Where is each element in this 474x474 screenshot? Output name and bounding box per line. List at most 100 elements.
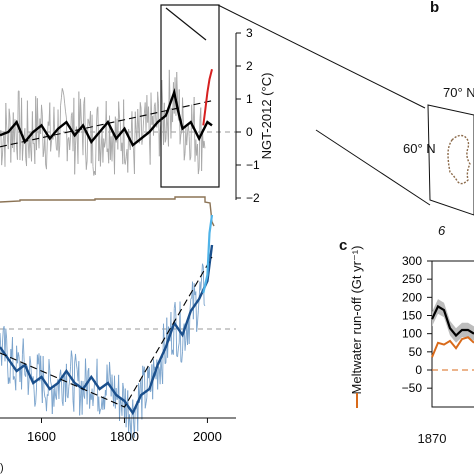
temp-raw-segment — [179, 134, 182, 145]
melt-smoothed-line — [0, 244, 214, 416]
runoff-panel: 300 250 200 150 100 50 0 −50 1870 Meltwater run… — [349, 246, 474, 446]
melt-raw-segment — [127, 390, 130, 434]
melt-raw-segment — [163, 343, 166, 364]
temp-raw-segment — [5, 102, 8, 126]
temp-raw-segment — [168, 69, 171, 103]
temp-raw-segment — [203, 140, 206, 149]
melt-raw-segment — [125, 407, 128, 428]
melt-raw-segment — [9, 349, 12, 384]
melt-raw-segment — [158, 366, 160, 369]
melt-raw-segment — [181, 351, 183, 363]
runoff-y-ticks: 300 250 200 150 100 50 0 −50 — [402, 254, 432, 395]
melt-raw-segment — [109, 361, 111, 377]
temp-raw-segment — [36, 98, 39, 131]
runoff-y-tick-label: 50 — [409, 345, 423, 359]
melt-raw-segment — [197, 310, 199, 324]
temp-y-tick-label: −1 — [246, 158, 260, 172]
temp-raw-segment — [62, 90, 65, 96]
temp-raw-segment — [44, 134, 47, 165]
panel-c-label: c — [339, 237, 347, 254]
x-tick-label: 1600 — [27, 429, 56, 444]
temp-raw-segment — [134, 111, 137, 130]
melt-raw-segment — [116, 398, 119, 400]
melt-raw-segment — [143, 366, 146, 409]
melt-raw-segment — [35, 387, 37, 403]
melt-panel: 1600 1800 2000 — [0, 214, 236, 444]
temp-y-tick-label: 2 — [246, 59, 253, 73]
temp-raw-segment — [21, 97, 23, 161]
melt-raw-segment — [65, 363, 68, 397]
melt-raw-segment — [50, 381, 52, 386]
melt-raw-segment — [122, 382, 125, 389]
melt-raw-segment — [26, 364, 28, 367]
melt-raw-segment — [27, 380, 30, 395]
melt-raw-segment — [17, 352, 20, 357]
melt-raw-segment — [2, 328, 4, 343]
melt-raw-segment — [85, 358, 87, 379]
melt-raw-segment — [92, 395, 95, 407]
inset-diagonal — [165, 7, 207, 41]
temp-raw-segment — [26, 100, 29, 143]
temp-raw-segment — [95, 108, 98, 134]
melt-raw-segment — [184, 340, 187, 351]
melt-raw-segment — [15, 345, 18, 391]
melt-raw-segment — [22, 338, 25, 360]
temp-raw-segment — [99, 147, 102, 167]
melt-raw-segment — [149, 390, 152, 393]
temp-raw-segment — [8, 108, 11, 118]
temp-raw-segment — [94, 133, 97, 175]
melt-raw-segment — [81, 381, 84, 415]
melt-raw-segment — [34, 402, 37, 407]
temp-raw-segment — [163, 102, 166, 143]
temp-raw-segment — [105, 101, 108, 152]
melt-raw-segment — [48, 359, 51, 371]
x-tick-label: 2000 — [193, 429, 222, 444]
temp-raw-segment — [104, 141, 106, 148]
runoff-y-tick-label: 300 — [402, 254, 422, 268]
temp-raw-segment — [197, 168, 200, 175]
melt-raw-segment — [70, 350, 72, 367]
temp-raw-segment — [61, 88, 64, 92]
temp-raw-segment — [131, 111, 134, 143]
melt-raw-segment — [104, 390, 106, 410]
melt-raw-segment — [13, 376, 16, 380]
map-lat-70: 70° N — [443, 85, 474, 100]
temp-trend-line — [0, 100, 213, 148]
melt-raw-segment — [93, 381, 96, 396]
melt-raw-segment — [193, 283, 196, 296]
temp-raw-segment — [63, 95, 66, 104]
map-lat-60: 60° N — [403, 141, 436, 156]
melt-raw-segment — [67, 386, 70, 399]
temp-raw-segment — [57, 109, 60, 158]
temp-raw-segment — [117, 101, 120, 150]
temp-raw-segment — [55, 136, 57, 150]
melt-raw-segment — [200, 277, 203, 291]
melt-raw-segment — [54, 386, 57, 397]
temp-raw-segment — [143, 113, 145, 121]
zoom-connector-top — [217, 4, 426, 109]
melt-raw-segment — [88, 368, 91, 409]
temp-raw-segment — [80, 98, 82, 121]
panel-b-label: b — [430, 0, 439, 16]
melt-raw-segment — [75, 353, 77, 364]
runoff-y-tick-label: 0 — [415, 363, 422, 377]
temp-raw-segment — [124, 156, 127, 165]
runoff-y-tick-label: 250 — [402, 272, 422, 286]
temp-raw-segment — [50, 141, 52, 152]
melt-raw-segment — [42, 356, 45, 390]
temp-raw-segment — [182, 97, 184, 123]
temp-smoothed-line — [0, 88, 213, 148]
temp-raw-series — [0, 69, 206, 176]
melt-raw-series — [0, 263, 206, 441]
melt-raw-segment — [33, 389, 36, 407]
temp-y-ticks: 3 2 1 0 −1 −2 — [236, 26, 260, 205]
temp-raw-segment — [197, 143, 199, 175]
temp-raw-segment — [150, 92, 153, 125]
greenland-coastline — [447, 134, 471, 185]
temp-raw-segment — [49, 102, 52, 152]
temp-raw-segment — [58, 145, 61, 158]
temp-raw-segment — [137, 109, 140, 127]
melt-raw-segment — [203, 304, 206, 307]
melt-raw-segment — [43, 389, 46, 397]
